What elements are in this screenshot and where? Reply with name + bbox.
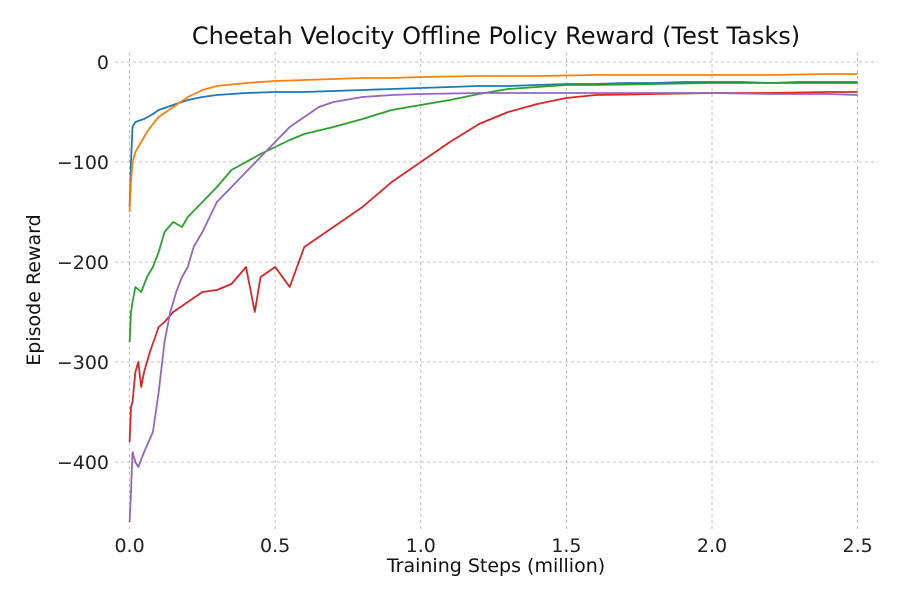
x-gridlines xyxy=(129,52,859,532)
y-tick-label: −400 xyxy=(57,452,109,474)
x-tick-label: 1.5 xyxy=(551,535,581,557)
y-tick-label: −300 xyxy=(57,352,109,374)
x-axis-label: Training Steps (million) xyxy=(386,555,605,577)
y-tick-labels: 0 −100 −200 −300 −400 xyxy=(57,52,109,474)
x-tick-label: 0.5 xyxy=(260,535,290,557)
y-gridlines xyxy=(115,61,878,463)
x-tick-label: 2.0 xyxy=(697,535,727,557)
series-line-orange xyxy=(128,73,858,213)
y-tick-label: −100 xyxy=(57,152,109,174)
series-line-blue xyxy=(128,81,858,208)
y-tick-label: 0 xyxy=(97,52,109,74)
series-line-green xyxy=(128,82,858,343)
series-line-purple xyxy=(128,92,858,523)
x-tick-label: 2.5 xyxy=(843,535,873,557)
x-tick-labels: 0.0 0.5 1.0 1.5 2.0 2.5 xyxy=(114,535,872,557)
series-line-red xyxy=(128,91,858,443)
series-layer xyxy=(128,73,858,523)
x-tick-label: 1.0 xyxy=(406,535,436,557)
y-axis-label: Episode Reward xyxy=(23,214,45,365)
chart-title: Cheetah Velocity Offline Policy Reward (… xyxy=(192,22,800,50)
y-tick-label: −200 xyxy=(57,252,109,274)
x-tick-label: 0.0 xyxy=(114,535,144,557)
